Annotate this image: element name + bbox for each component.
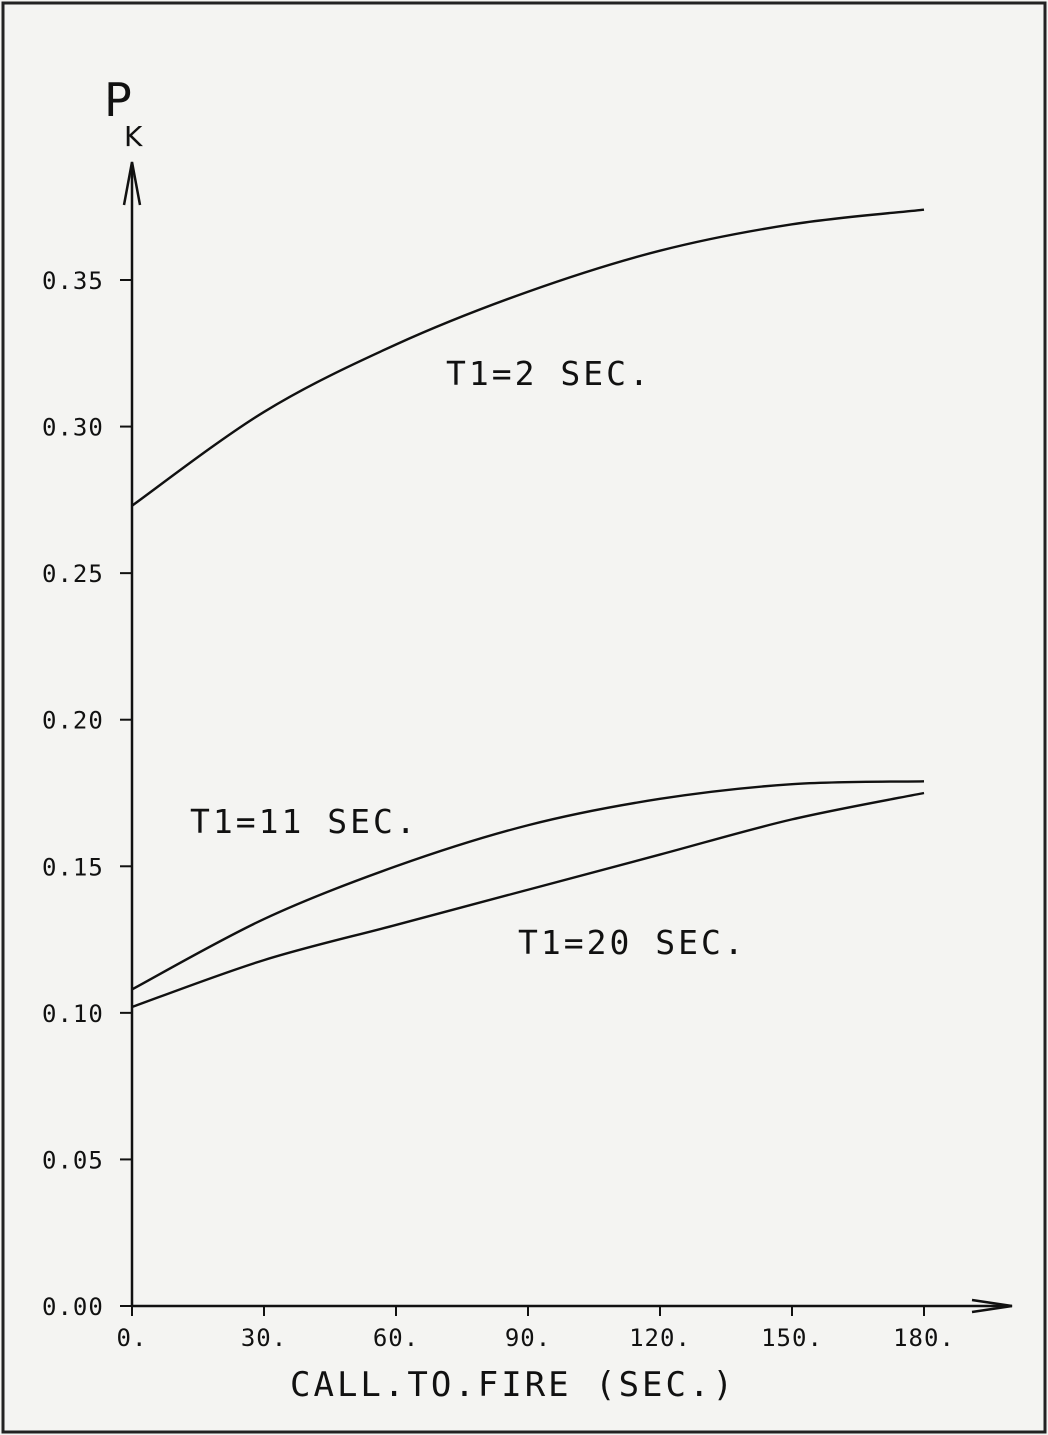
series-line-1 [131, 780, 925, 991]
y-tick-label: 0.35 [42, 267, 104, 295]
x-tick-label: 30. [241, 1324, 287, 1352]
series-line-0 [131, 208, 925, 507]
series-label-t1-11: T1=11 SEC. [190, 802, 419, 841]
y-axis-label-sub: K [124, 120, 143, 153]
y-tick-label: 0.10 [42, 1000, 104, 1028]
x-tick-label: 120. [629, 1324, 691, 1352]
x-tick-label: 60. [373, 1324, 419, 1352]
x-tick-label: 180. [893, 1324, 955, 1352]
series-label-t1-2: T1=2 SEC. [446, 354, 652, 393]
series-lines [131, 208, 925, 1009]
y-tick-label: 0.20 [42, 707, 104, 735]
y-tick-label: 0.30 [42, 414, 104, 442]
y-axis-label-main: P [104, 73, 132, 127]
axis-ticks: 0.00 0.05 0.10 0.15 0.20 0.25 0.30 0.35 0. 30. 60.… [42, 267, 955, 1352]
series-label-t1-20: T1=20 SEC. [518, 923, 747, 962]
x-axis-arrow [971, 1298, 1013, 1314]
y-axis-arrow [122, 161, 142, 206]
y-tick-label: 0.05 [42, 1146, 104, 1174]
x-axis-title: CALL.TO.FIRE (SEC.) [290, 1365, 736, 1405]
y-tick-label: 0.00 [42, 1293, 104, 1321]
x-tick-label: 0. [117, 1324, 148, 1352]
series-line-2 [131, 791, 925, 1009]
y-tick-label: 0.15 [42, 853, 104, 881]
x-tick-label: 150. [761, 1324, 823, 1352]
y-tick-label: 0.25 [42, 560, 104, 588]
x-tick-label: 90. [505, 1324, 551, 1352]
